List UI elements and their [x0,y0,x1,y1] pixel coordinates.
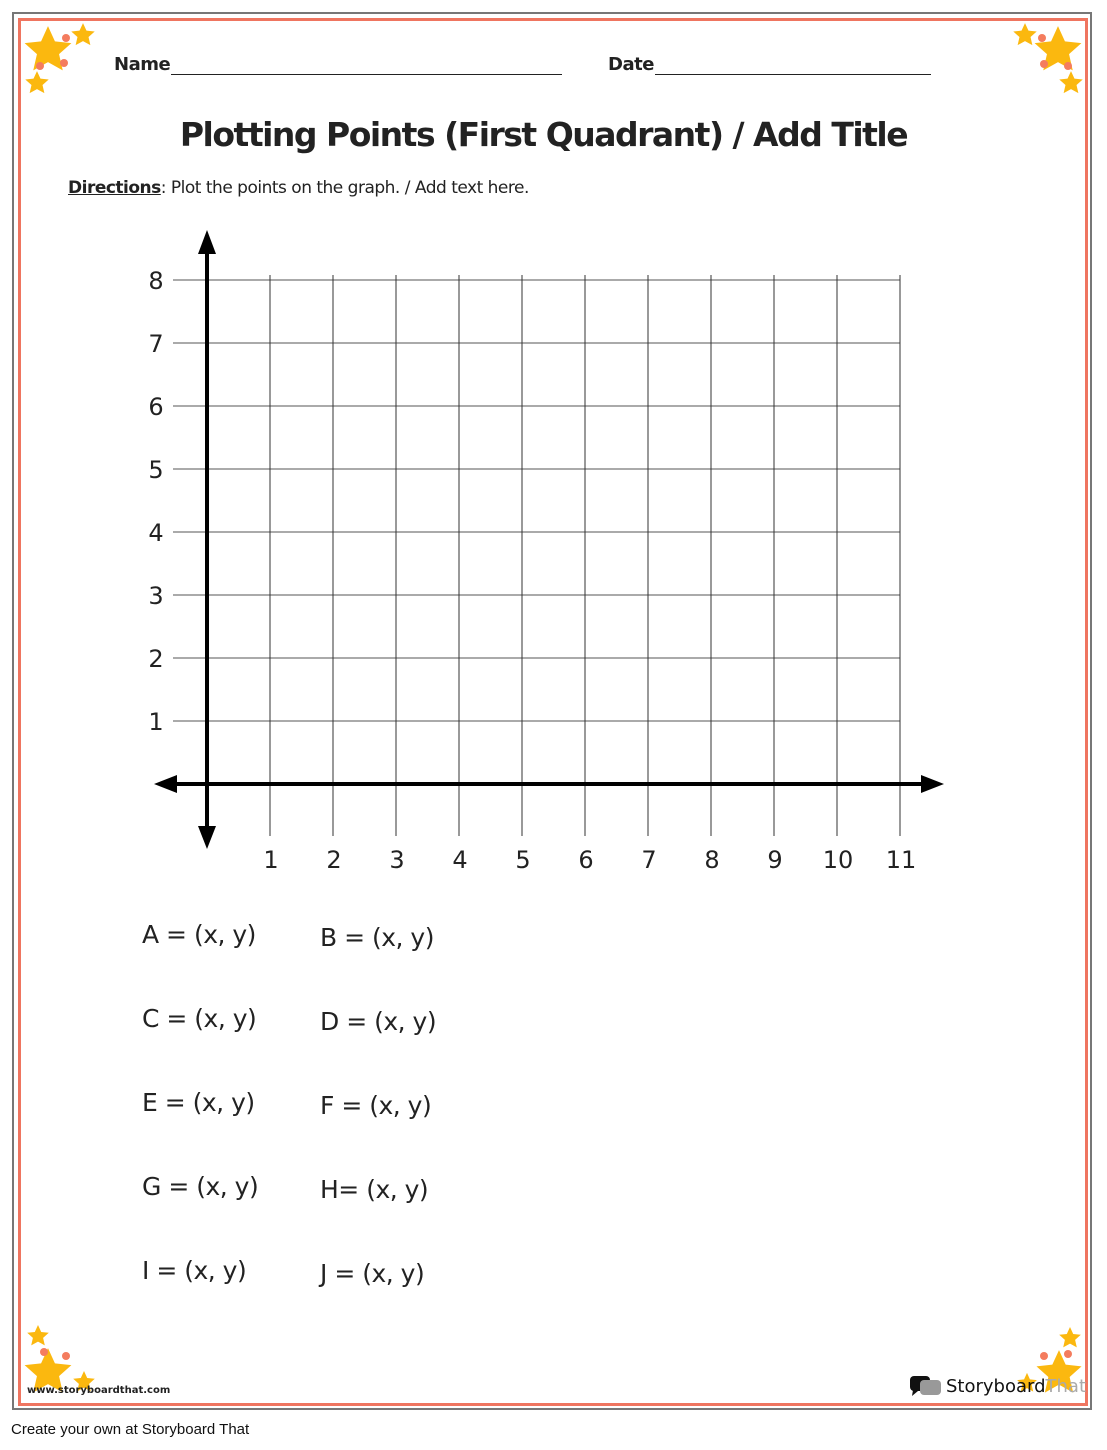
x-axis-arrow-left [154,775,177,793]
name-field[interactable] [171,74,562,75]
point-label: E = (x, y) [142,1088,255,1117]
x-tick-label: 6 [578,846,593,874]
date-field[interactable] [655,74,931,75]
x-tick-label: 1 [263,846,278,874]
y-tick-label: 3 [148,582,163,610]
x-tick-label: 7 [641,846,656,874]
x-tick-label: 4 [452,846,467,874]
x-tick-label: 5 [515,846,530,874]
directions-text: : Plot the points on the graph. / Add te… [160,178,530,198]
x-tick-label: 9 [767,846,782,874]
name-label: Name [114,54,171,75]
x-tick-label: 3 [389,846,404,874]
y-tick-label: 4 [148,519,163,547]
x-tick-label: 8 [704,846,719,874]
y-tick-label: 6 [148,393,163,421]
directions-label: Directions [68,178,161,198]
footer-create-link[interactable]: Create your own at Storyboard That [11,1421,250,1438]
y-tick-label: 8 [148,267,163,295]
x-tick-label: 2 [326,846,341,874]
y-axis-arrow-down [198,826,216,849]
point-label: C = (x, y) [142,1004,257,1033]
page-title: Plotting Points (First Quadrant) / Add T… [179,115,909,154]
directions: Directions: Plot the points on the graph… [68,178,529,198]
outer-border [12,12,1092,1410]
y-tick-label: 1 [148,708,163,736]
footer-url: www.storyboardthat.com [27,1385,171,1396]
coordinate-graph[interactable]: 1 2 3 4 5 6 7 8 1 2 3 4 5 6 7 8 9 10 11 [0,0,1107,900]
x-tick-label: 10 [823,846,854,874]
speech-bubbles-icon [910,1376,941,1396]
point-label: I = (x, y) [142,1256,247,1285]
x-tick-label: 11 [886,846,917,874]
date-label: Date [608,54,654,75]
point-label: D = (x, y) [320,1007,437,1036]
y-tick-label: 5 [148,456,163,484]
point-label: H= (x, y) [320,1175,429,1204]
point-label: J = (x, y) [320,1259,425,1288]
y-axis-arrow-up [198,230,216,254]
storyboardthat-logo: Storyboard That [910,1374,1086,1398]
point-label: G = (x, y) [142,1172,259,1201]
x-axis-arrow-right [921,775,944,793]
y-tick-label: 7 [148,330,163,358]
point-label: F = (x, y) [320,1091,432,1120]
y-tick-label: 2 [148,645,163,673]
page-border [18,18,1088,1406]
point-label: A = (x, y) [142,920,256,949]
point-label: B = (x, y) [320,923,434,952]
